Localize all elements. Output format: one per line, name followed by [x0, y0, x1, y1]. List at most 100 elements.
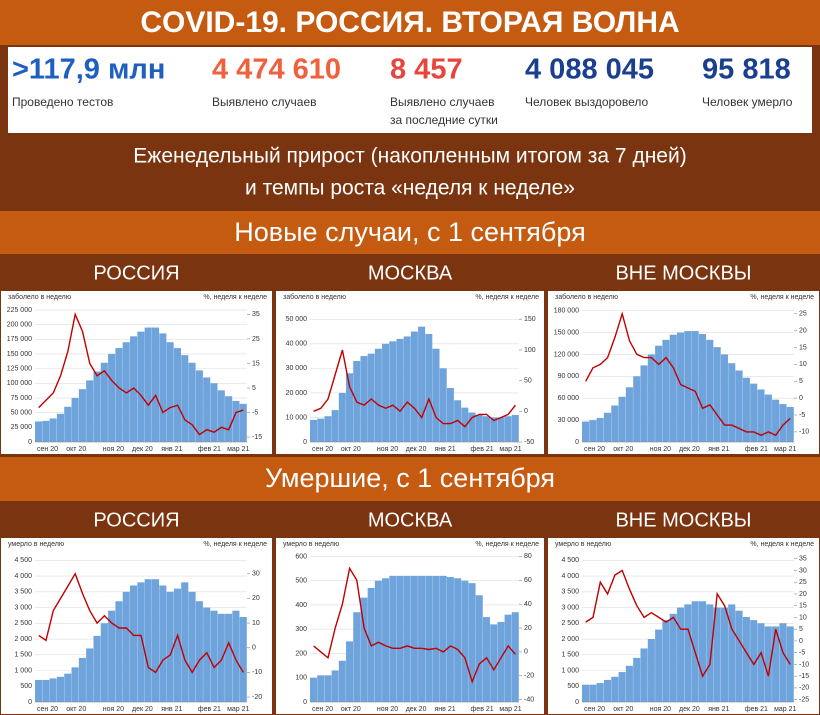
y-tick-label: 0	[575, 699, 579, 706]
y-tick-label: 200	[295, 650, 307, 657]
bar	[589, 684, 597, 702]
bar	[49, 678, 57, 702]
y2-tick-label: 20	[524, 625, 532, 632]
bar	[108, 610, 116, 702]
y-axis-title: заболело в неделю	[555, 293, 618, 301]
x-tick-label: окт 20	[613, 446, 633, 453]
y-tick-label: 200 000	[7, 321, 32, 328]
x-tick-label: сен 20	[584, 706, 605, 713]
y2-tick-label: 30	[252, 571, 260, 578]
y2-tick-label: 100	[524, 347, 536, 354]
bar	[144, 579, 152, 702]
panel-title: ВНЕ МОСКВЫ	[615, 509, 751, 531]
x-tick-label: дек 20	[132, 706, 153, 713]
y2-tick-label: -20	[799, 685, 809, 692]
bar	[425, 334, 433, 442]
bar	[353, 612, 361, 702]
y2-axis-title: %, неделя к неделе	[203, 294, 267, 301]
y2-axis-title: %, неделя к неделе	[475, 294, 539, 301]
bar	[115, 348, 123, 442]
y2-tick-label: 20	[252, 595, 260, 602]
bar	[56, 676, 65, 702]
bar	[446, 577, 454, 702]
panel-header	[547, 256, 820, 290]
y2-tick-label: 0	[524, 649, 528, 656]
x-tick-label: фев 21	[198, 446, 221, 453]
bar	[511, 612, 519, 702]
y2-tick-label: -20	[524, 673, 534, 680]
bar	[698, 601, 707, 702]
bar	[181, 355, 189, 442]
line	[38, 312, 244, 436]
bar	[195, 370, 203, 442]
x-tick-label: окт 20	[66, 446, 86, 453]
bar	[56, 413, 65, 442]
x-tick-label: сен 20	[37, 446, 58, 453]
bar	[764, 394, 772, 442]
bar	[130, 585, 138, 702]
bar	[195, 601, 203, 702]
bar	[589, 420, 597, 442]
y-tick-label: 10 000	[286, 414, 308, 421]
bar	[669, 613, 677, 702]
bar	[618, 396, 626, 442]
x-tick-label: сен 20	[37, 706, 58, 713]
y-tick-label: 1 000	[561, 667, 579, 674]
bar	[625, 665, 633, 702]
bar	[78, 389, 86, 442]
bar	[49, 418, 57, 442]
bar	[728, 604, 736, 702]
y2-tick-label: 0	[252, 645, 256, 652]
bar	[410, 331, 418, 442]
bar	[418, 326, 426, 442]
stat-label: Выявлено случаев	[212, 95, 317, 109]
panel-header	[275, 256, 545, 290]
x-tick-label: фев 21	[745, 446, 768, 453]
bar	[611, 676, 619, 702]
bar	[482, 617, 490, 702]
bar	[684, 331, 692, 442]
bar	[461, 407, 469, 442]
bar	[188, 591, 196, 702]
bar	[772, 626, 780, 702]
panel-title: МОСКВА	[368, 509, 453, 531]
bar	[35, 679, 43, 702]
x-tick-label: фев 21	[471, 706, 494, 713]
y-tick-label: 1 000	[14, 667, 32, 674]
x-tick-label: дек 20	[132, 446, 153, 453]
y2-tick-label: 60	[524, 577, 532, 584]
bar	[713, 347, 721, 442]
line	[313, 566, 516, 684]
bar	[173, 588, 181, 702]
y2-tick-label: 40	[524, 601, 532, 608]
stat-value: 4 474 610	[212, 54, 341, 86]
y2-tick-label: -10	[799, 661, 809, 668]
x-tick-label: окт 20	[66, 706, 86, 713]
subtitle: Еженедельный прирост (накопленным итогом…	[133, 145, 686, 168]
bar	[706, 339, 714, 442]
y-tick-label: 225 000	[7, 307, 32, 314]
bar	[640, 365, 648, 442]
x-tick-label: мар 21	[774, 706, 796, 713]
bar	[662, 620, 670, 702]
y2-tick-label: 10	[252, 620, 260, 627]
bar	[596, 683, 604, 702]
y-tick-label: 75 000	[11, 395, 33, 402]
y-tick-label: 50 000	[286, 316, 308, 323]
bar	[655, 345, 663, 442]
x-tick-label: ноя 20	[377, 446, 398, 453]
bar	[596, 417, 604, 442]
bar	[144, 327, 152, 442]
y2-axis-title: %, неделя к неделе	[750, 294, 814, 301]
bar	[647, 639, 655, 702]
bar	[786, 406, 794, 442]
y-tick-label: 3 000	[561, 604, 579, 611]
y-axis-title: умерло в неделю	[283, 541, 339, 548]
bar	[367, 353, 375, 442]
bar	[203, 377, 211, 442]
bar	[71, 667, 79, 702]
bar	[504, 416, 512, 442]
y-tick-label: 2 000	[14, 636, 32, 643]
y-tick-label: 0	[303, 439, 307, 446]
bar	[86, 648, 94, 702]
